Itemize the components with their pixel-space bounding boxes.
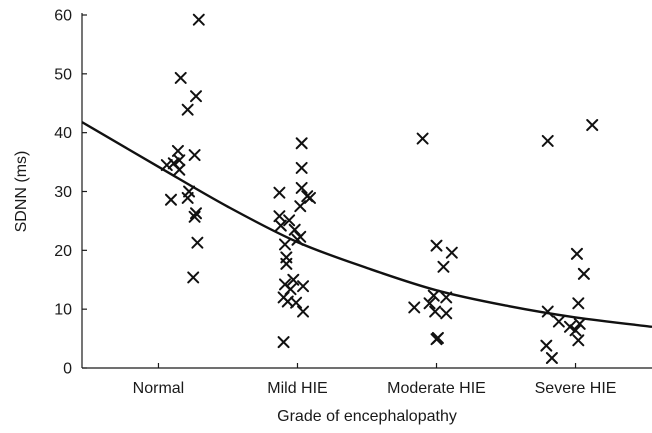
data-point xyxy=(277,336,290,349)
data-point xyxy=(294,200,307,213)
x-tick-label: Moderate HIE xyxy=(387,380,486,397)
data-point xyxy=(283,214,296,227)
data-point xyxy=(188,149,201,162)
data-point xyxy=(295,181,308,194)
data-point xyxy=(280,257,293,270)
data-point xyxy=(192,13,205,26)
data-point xyxy=(541,305,554,318)
data-point xyxy=(297,280,310,293)
data-point xyxy=(181,103,194,116)
data-point xyxy=(291,233,304,246)
y-tick-label: 10 xyxy=(54,302,72,319)
data-point xyxy=(173,163,186,176)
data-point xyxy=(572,334,585,347)
trend-curve xyxy=(81,121,652,328)
data-point xyxy=(164,193,177,206)
data-point xyxy=(160,159,173,172)
data-point xyxy=(552,315,565,328)
data-point xyxy=(278,238,291,251)
data-point xyxy=(423,297,436,310)
y-tick-label: 30 xyxy=(54,184,72,201)
y-tick-label: 20 xyxy=(54,243,72,260)
data-point xyxy=(408,301,421,314)
data-point xyxy=(295,161,308,174)
data-point xyxy=(440,307,453,320)
data-point xyxy=(586,119,599,132)
data-point xyxy=(190,207,202,220)
y-tick-label: 60 xyxy=(54,8,72,25)
data-point xyxy=(545,351,558,364)
data-point xyxy=(273,186,286,199)
data-point xyxy=(191,236,204,249)
data-point xyxy=(541,134,554,147)
y-axis-title: SDNN (ms) xyxy=(13,151,30,233)
data-point xyxy=(304,191,316,204)
data-point xyxy=(273,210,286,223)
x-tick-label: Normal xyxy=(133,380,185,397)
data-point xyxy=(569,324,582,337)
data-points xyxy=(160,13,599,364)
data-point xyxy=(181,191,194,204)
x-axis-title: Grade of encephalopathy xyxy=(277,408,457,425)
data-point xyxy=(570,247,583,260)
y-ticks: 0 10 20 30 40 50 60 xyxy=(54,8,87,378)
data-point xyxy=(287,273,300,286)
data-point xyxy=(429,305,442,318)
data-point xyxy=(572,297,585,310)
data-point xyxy=(295,137,308,150)
data-point xyxy=(173,154,186,167)
data-point xyxy=(563,320,576,333)
x-ticks: Normal Mild HIE Moderate HIE Severe HIE xyxy=(133,363,617,397)
data-point xyxy=(190,90,202,103)
data-point xyxy=(427,289,440,302)
data-point xyxy=(290,296,303,309)
data-point xyxy=(577,267,590,280)
data-point xyxy=(430,333,443,346)
y-tick-label: 0 xyxy=(63,361,72,378)
data-point xyxy=(430,239,443,252)
axes xyxy=(81,13,652,369)
data-point xyxy=(573,317,586,330)
data-point xyxy=(274,219,287,232)
y-tick-label: 40 xyxy=(54,125,72,142)
data-point xyxy=(416,132,429,145)
data-point xyxy=(187,271,200,284)
data-point xyxy=(297,305,310,318)
y-tick-label: 50 xyxy=(54,66,72,83)
data-point xyxy=(174,71,187,84)
data-point xyxy=(171,144,184,157)
x-tick-label: Severe HIE xyxy=(535,380,617,397)
x-tick-label: Mild HIE xyxy=(267,380,327,397)
data-point xyxy=(445,246,458,259)
data-point xyxy=(540,339,553,352)
data-point xyxy=(437,260,450,273)
data-point xyxy=(440,291,453,304)
data-point xyxy=(188,210,201,223)
data-point xyxy=(288,223,301,236)
